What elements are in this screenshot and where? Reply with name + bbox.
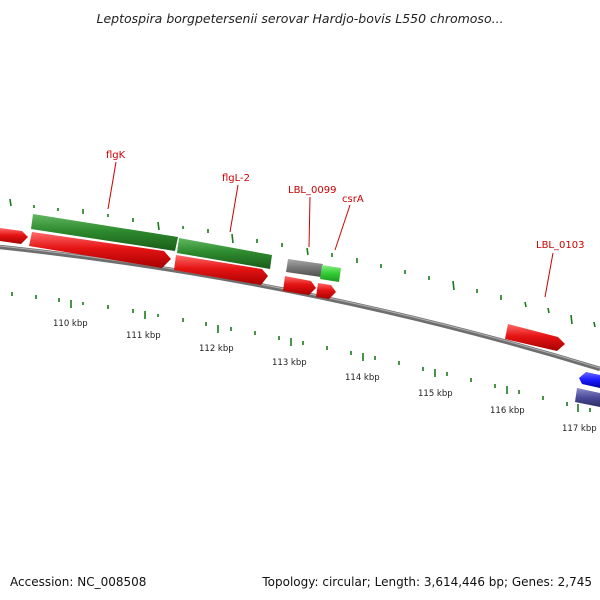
label-LBL_0099[interactable]: LBL_0099 — [288, 185, 336, 196]
scale-label-112: 112 kbp — [199, 344, 234, 354]
reverse-strand-features — [0, 228, 565, 351]
forward-strand-features — [31, 214, 341, 282]
leader-csrA — [334, 204, 351, 251]
leader-flgK — [107, 161, 117, 210]
scale-label-117: 117 kbp — [562, 424, 597, 434]
feature-purple[interactable] — [575, 388, 600, 407]
feature-red-4[interactable] — [283, 276, 316, 295]
feature-blue[interactable] — [579, 372, 600, 388]
feature-red-5[interactable] — [316, 283, 336, 299]
gene-labels: flgK flgL-2 LBL_0099 csrA LBL_0103 — [106, 150, 584, 298]
leader-LBL_0099 — [308, 196, 311, 248]
scale-label-115: 115 kbp — [418, 389, 453, 399]
genome-summary-text: Topology: circular; Length: 3,614,446 bp… — [262, 575, 592, 589]
scale-label-114: 114 kbp — [345, 373, 380, 383]
feature-red-1[interactable] — [0, 228, 28, 244]
feature-red-2[interactable] — [29, 232, 171, 268]
scale-label-116: 116 kbp — [490, 406, 525, 416]
scale-labels: 110 kbp 111 kbp 112 kbp 113 kbp 114 kbp … — [53, 319, 597, 434]
feature-flgK[interactable] — [31, 214, 178, 251]
leader-flgL-2 — [229, 184, 239, 233]
label-flgK[interactable]: flgK — [106, 150, 126, 161]
feature-flgL-2[interactable] — [177, 238, 272, 269]
feature-LBL_0099[interactable] — [286, 259, 323, 277]
gc-ticks-upper — [9, 198, 596, 328]
scale-ticks — [11, 292, 591, 412]
scale-label-111: 111 kbp — [126, 331, 161, 341]
scale-label-110: 110 kbp — [53, 319, 88, 329]
map-title: Leptospira borgpetersenii serovar Hardjo… — [96, 11, 504, 26]
feature-red-6[interactable] — [505, 324, 565, 351]
feature-csrA[interactable] — [320, 265, 341, 282]
scale-label-113: 113 kbp — [272, 358, 307, 368]
label-flgL-2[interactable]: flgL-2 — [222, 173, 250, 184]
label-csrA[interactable]: csrA — [342, 194, 364, 205]
feature-red-3[interactable] — [174, 255, 268, 285]
label-LBL_0103[interactable]: LBL_0103 — [536, 240, 584, 251]
leader-LBL_0103 — [544, 252, 554, 298]
accession-text: Accession: NC_008508 — [10, 575, 147, 589]
